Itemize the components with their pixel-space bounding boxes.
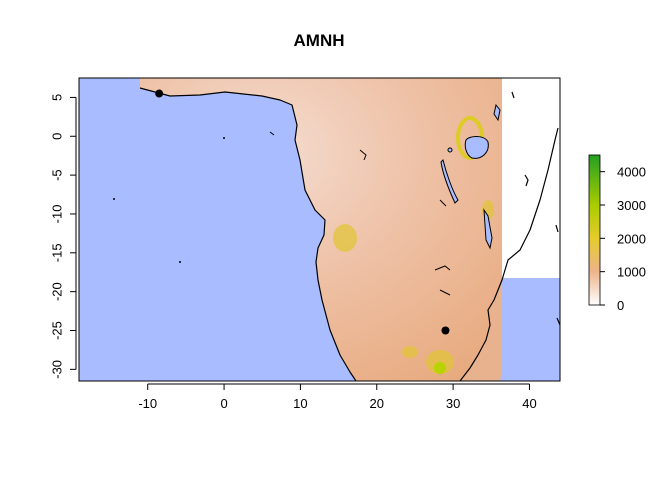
inland-features — [269, 131, 451, 296]
legend-tick-label: 4000 — [617, 165, 646, 180]
y-tick-label: -30 — [49, 360, 64, 379]
lakes — [440, 103, 501, 250]
legend-tick-label: 1000 — [617, 265, 646, 280]
coastline-west — [139, 87, 357, 381]
x-tick-label: 30 — [446, 396, 460, 411]
y-tick-label: -20 — [49, 282, 64, 301]
plot-border — [78, 77, 561, 382]
small-islands — [113, 137, 225, 263]
no-data-region — [502, 78, 560, 278]
y-tick-label: -25 — [49, 321, 64, 340]
map-plot-area — [79, 78, 560, 381]
legend-ticks: 0 1000 2000 3000 4000 — [600, 165, 646, 313]
y-tick-label: 5 — [49, 94, 64, 101]
x-tick-label: -10 — [138, 396, 157, 411]
legend-tick-label: 2000 — [617, 231, 646, 246]
legend-tick-label: 3000 — [617, 198, 646, 213]
x-tick-label: 20 — [370, 396, 384, 411]
elevation-legend: 0 1000 2000 3000 4000 — [588, 154, 646, 313]
land-east-coast — [460, 220, 502, 381]
legend-tick-label: 0 — [617, 298, 624, 313]
coastline-east-islands — [511, 91, 560, 326]
occurrence-point — [441, 326, 450, 335]
x-tick-label: 40 — [522, 396, 536, 411]
y-tick-label: 0 — [49, 133, 64, 140]
x-axis: -10 0 10 20 30 40 — [138, 383, 537, 411]
y-tick-label: -15 — [49, 243, 64, 262]
coastline-east — [459, 127, 559, 381]
occurrence-point — [155, 89, 164, 98]
land-africa — [140, 78, 502, 381]
y-axis: 5 0 -5 -10 -15 -20 -25 -30 — [49, 94, 77, 379]
highlands — [333, 116, 494, 374]
x-tick-label: 0 — [220, 396, 227, 411]
highland-peak — [434, 362, 446, 374]
y-tick-label: -5 — [49, 169, 64, 181]
legend-colorbar — [588, 154, 601, 306]
x-tick-label: 10 — [293, 396, 307, 411]
occurrence-points — [155, 89, 450, 335]
map-title: AMNH — [294, 31, 345, 50]
y-tick-label: -10 — [49, 205, 64, 224]
